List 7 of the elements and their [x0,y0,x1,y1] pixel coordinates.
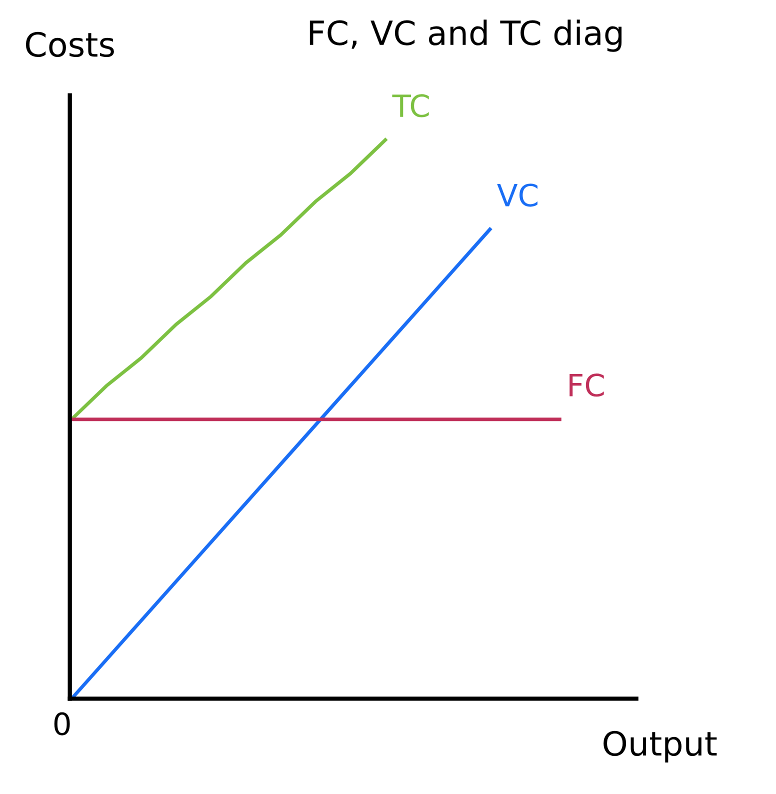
series-label: TC [392,94,429,118]
x-axis-title: Output [604,730,717,762]
series-label: VC [497,184,538,207]
text: 0 [54,712,70,736]
series-label: FC [570,374,604,397]
y-axis-title: Costs [26,32,114,58]
chart-title: FC, VC and TC diag [310,20,622,52]
